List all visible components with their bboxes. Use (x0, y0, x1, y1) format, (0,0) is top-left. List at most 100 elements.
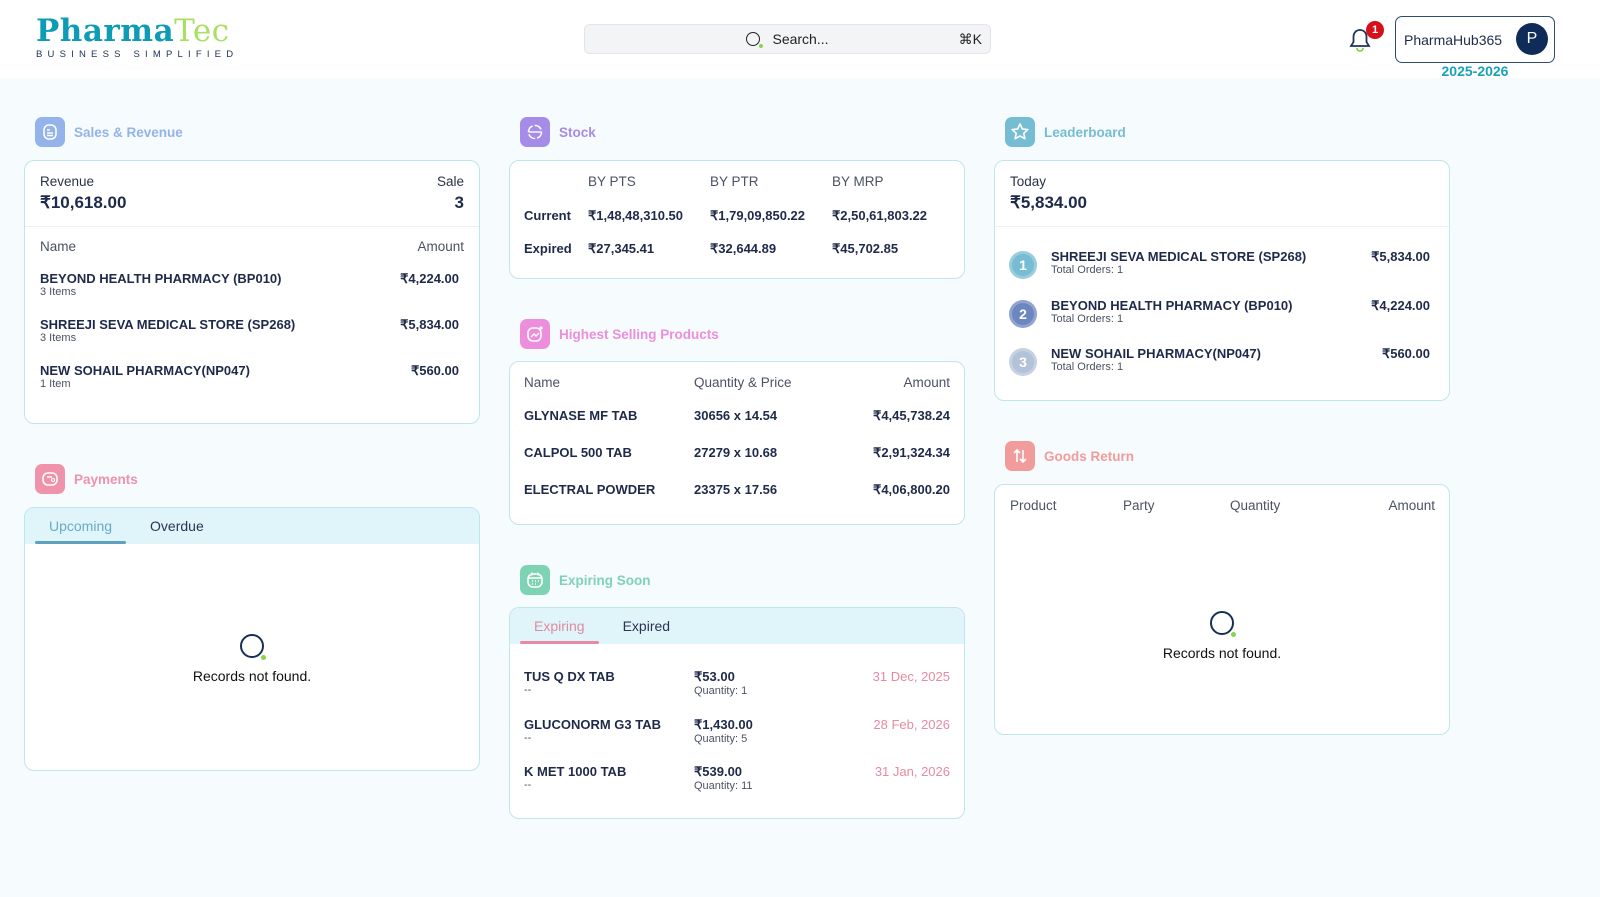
col-amount: Amount (903, 375, 950, 390)
amount: ₹4,224.00 (1371, 298, 1430, 313)
table-row[interactable]: CALPOL 500 TAB 27279 x 10.68 ₹2,91,324.34 (524, 445, 950, 460)
product-name: ELECTRAL POWDER (524, 482, 656, 497)
col-amount: Amount (1388, 498, 1435, 513)
party-name: SHREEJI SEVA MEDICAL STORE (SP268) (40, 317, 296, 332)
expiry-date: 31 Dec, 2025 (872, 669, 950, 684)
goods-return-section-title: Goods Return (1005, 441, 1134, 471)
party-name: NEW SOHAIL PHARMACY(NP047) (1051, 346, 1261, 361)
col-name: Name (524, 375, 561, 390)
price: ₹1,430.00 (694, 717, 753, 732)
expiry-date: 31 Jan, 2026 (874, 764, 950, 779)
tab-expiring[interactable]: Expiring (520, 608, 599, 644)
quantity: Quantity: 5 (694, 733, 748, 745)
leaderboard-row[interactable]: 3 NEW SOHAIL PHARMACY(NP047) Total Orders… (1009, 346, 1430, 380)
sale-value: 3 (454, 193, 464, 212)
document-icon (35, 117, 65, 147)
amount: ₹5,834.00 (1371, 249, 1430, 264)
table-row[interactable]: NEW SOHAIL PHARMACY(NP047) 1 Item ₹560.00 (40, 363, 459, 390)
stock-card: BY PTS BY PTR BY MRP Current ₹1,48,48,31… (509, 160, 965, 279)
amount: ₹4,224.00 (400, 271, 459, 286)
rank-1-icon: 1 (1009, 251, 1037, 279)
stock-value: ₹2,50,61,803.22 (832, 208, 928, 223)
pharmatec-logo[interactable]: PharmaTec BUSINESS SIMPLIFIED (36, 14, 238, 60)
party-name: NEW SOHAIL PHARMACY(NP047) (40, 363, 250, 378)
user-menu-button[interactable]: PharmaHub365 P (1395, 16, 1555, 63)
period-label: Today (1010, 174, 1047, 189)
table-row[interactable]: BEYOND HEALTH PHARMACY (BP010) 3 Items ₹4,… (40, 271, 459, 298)
expiry-date: 28 Feb, 2026 (873, 717, 950, 732)
highest-selling-card: Name Quantity & Price Amount GLYNASE MF … (509, 361, 965, 525)
row-label-expired: Expired (524, 241, 572, 256)
col-name: Name (40, 239, 77, 254)
price: ₹53.00 (694, 669, 735, 684)
search-placeholder: Search... (772, 31, 829, 47)
product-name: GLUCONORM G3 TAB (524, 717, 661, 732)
row-label-current: Current (524, 208, 571, 223)
amount: ₹2,91,324.34 (873, 445, 950, 460)
item-count: 1 Item (40, 378, 71, 390)
product-sub: -- (524, 732, 532, 744)
amount: ₹5,834.00 (400, 317, 459, 332)
section-title-text: Payments (74, 471, 138, 487)
quantity: Quantity: 11 (694, 780, 753, 792)
product-name: TUS Q DX TAB (524, 669, 615, 684)
section-title-text: Expiring Soon (559, 572, 651, 588)
quantity-price: 27279 x 10.68 (694, 445, 778, 460)
amount: ₹4,45,738.24 (873, 408, 950, 423)
quantity: Quantity: 1 (694, 685, 748, 697)
financial-year[interactable]: 2025-2026 (1441, 63, 1509, 79)
tab-upcoming[interactable]: Upcoming (35, 508, 127, 544)
col-product: Product (1010, 498, 1057, 513)
col-by-mrp: BY MRP (832, 174, 884, 189)
stock-section-title: Stock (520, 117, 596, 147)
wallet-icon (35, 464, 65, 494)
leaderboard-section-title: Leaderboard (1005, 117, 1126, 147)
party-name: SHREEJI SEVA MEDICAL STORE (SP268) (1051, 249, 1307, 264)
rank-2-icon: 2 (1009, 300, 1037, 328)
stock-value: ₹32,644.89 (710, 241, 777, 256)
party-name: BEYOND HEALTH PHARMACY (BP010) (1051, 298, 1293, 313)
table-row[interactable]: ELECTRAL POWDER 23375 x 17.56 ₹4,06,800.20 (524, 482, 950, 497)
search-shortcut: ⌘K (958, 30, 982, 47)
product-name: K MET 1000 TAB (524, 764, 627, 779)
stock-value: ₹27,345.41 (588, 241, 655, 256)
quantity-price: 30656 x 14.54 (694, 408, 778, 423)
trend-chart-icon (520, 319, 550, 349)
top-header: PharmaTec BUSINESS SIMPLIFIED Search... … (0, 0, 1600, 79)
sales-section-title: Sales & Revenue (35, 117, 183, 147)
logo-tagline: BUSINESS SIMPLIFIED (36, 49, 239, 60)
list-item[interactable]: TUS Q DX TAB -- ₹53.00 Quantity: 1 31 Dec,… (524, 669, 950, 703)
payments-section-title: Payments (35, 464, 138, 494)
col-quantity-price: Quantity & Price (694, 375, 792, 390)
logo-main: Pharma (36, 13, 175, 49)
total-orders: Total Orders: 1 (1051, 264, 1124, 276)
product-sub: -- (524, 684, 532, 696)
total-orders: Total Orders: 1 (1051, 361, 1124, 373)
search-input[interactable]: Search... ⌘K (584, 24, 991, 54)
amount: ₹560.00 (1381, 346, 1430, 361)
sale-label: Sale (436, 174, 464, 189)
amount: ₹560.00 (410, 363, 459, 378)
product-name: CALPOL 500 TAB (524, 445, 632, 460)
col-amount: Amount (417, 239, 464, 254)
stock-value: ₹45,702.85 (832, 241, 899, 256)
section-title-text: Sales & Revenue (74, 124, 183, 140)
bell-icon[interactable] (1349, 28, 1371, 52)
col-party: Party (1123, 498, 1155, 513)
leaderboard-row[interactable]: 2 BEYOND HEALTH PHARMACY (BP010) Total Or… (1009, 298, 1430, 332)
tab-expired[interactable]: Expired (622, 618, 671, 634)
price: ₹539.00 (694, 764, 743, 779)
table-row[interactable]: GLYNASE MF TAB 30656 x 14.54 ₹4,45,738.24 (524, 408, 950, 423)
period-value: ₹5,834.00 (1010, 193, 1087, 212)
empty-text: Records not found. (192, 668, 312, 684)
tab-overdue[interactable]: Overdue (150, 518, 204, 534)
amount: ₹4,06,800.20 (873, 482, 950, 497)
section-title-text: Goods Return (1044, 448, 1134, 464)
list-item[interactable]: GLUCONORM G3 TAB -- ₹1,430.00 Quantity: 5 … (524, 717, 950, 751)
logo-accent: Tec (174, 13, 230, 49)
revenue-label: Revenue (40, 174, 95, 189)
list-item[interactable]: K MET 1000 TAB -- ₹539.00 Quantity: 11 31 … (524, 764, 950, 798)
empty-text: Records not found. (1162, 645, 1282, 661)
leaderboard-row[interactable]: 1 SHREEJI SEVA MEDICAL STORE (SP268) Tota… (1009, 249, 1430, 283)
table-row[interactable]: SHREEJI SEVA MEDICAL STORE (SP268) 3 Item… (40, 317, 459, 344)
